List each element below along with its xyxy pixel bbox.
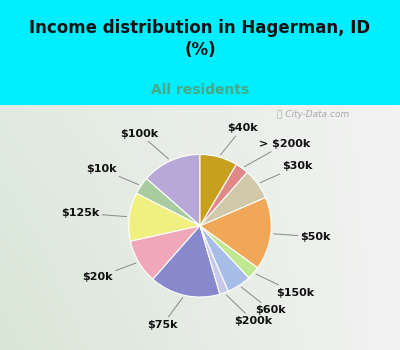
Text: ⓘ City-Data.com: ⓘ City-Data.com — [277, 110, 349, 119]
Wedge shape — [200, 197, 271, 268]
Text: $30k: $30k — [260, 161, 312, 183]
Text: $40k: $40k — [220, 123, 257, 155]
Wedge shape — [200, 164, 247, 226]
Wedge shape — [200, 226, 228, 294]
Text: $100k: $100k — [120, 128, 168, 159]
Text: $60k: $60k — [241, 287, 286, 315]
Wedge shape — [200, 154, 236, 226]
Text: > $200k: > $200k — [244, 139, 311, 167]
Text: $10k: $10k — [86, 164, 138, 184]
Text: $200k: $200k — [226, 295, 272, 326]
Wedge shape — [153, 226, 220, 297]
Wedge shape — [130, 226, 200, 279]
Text: Income distribution in Hagerman, ID
(%): Income distribution in Hagerman, ID (%) — [30, 19, 370, 59]
Wedge shape — [200, 172, 266, 226]
Text: $75k: $75k — [148, 298, 183, 329]
Text: All residents: All residents — [151, 83, 249, 97]
Text: $20k: $20k — [82, 263, 136, 282]
Text: $50k: $50k — [274, 232, 331, 242]
Wedge shape — [200, 226, 258, 278]
Wedge shape — [129, 194, 200, 241]
Text: $125k: $125k — [61, 208, 126, 218]
Wedge shape — [136, 178, 200, 226]
Wedge shape — [200, 226, 249, 291]
Wedge shape — [146, 154, 200, 226]
Text: $150k: $150k — [256, 274, 314, 298]
